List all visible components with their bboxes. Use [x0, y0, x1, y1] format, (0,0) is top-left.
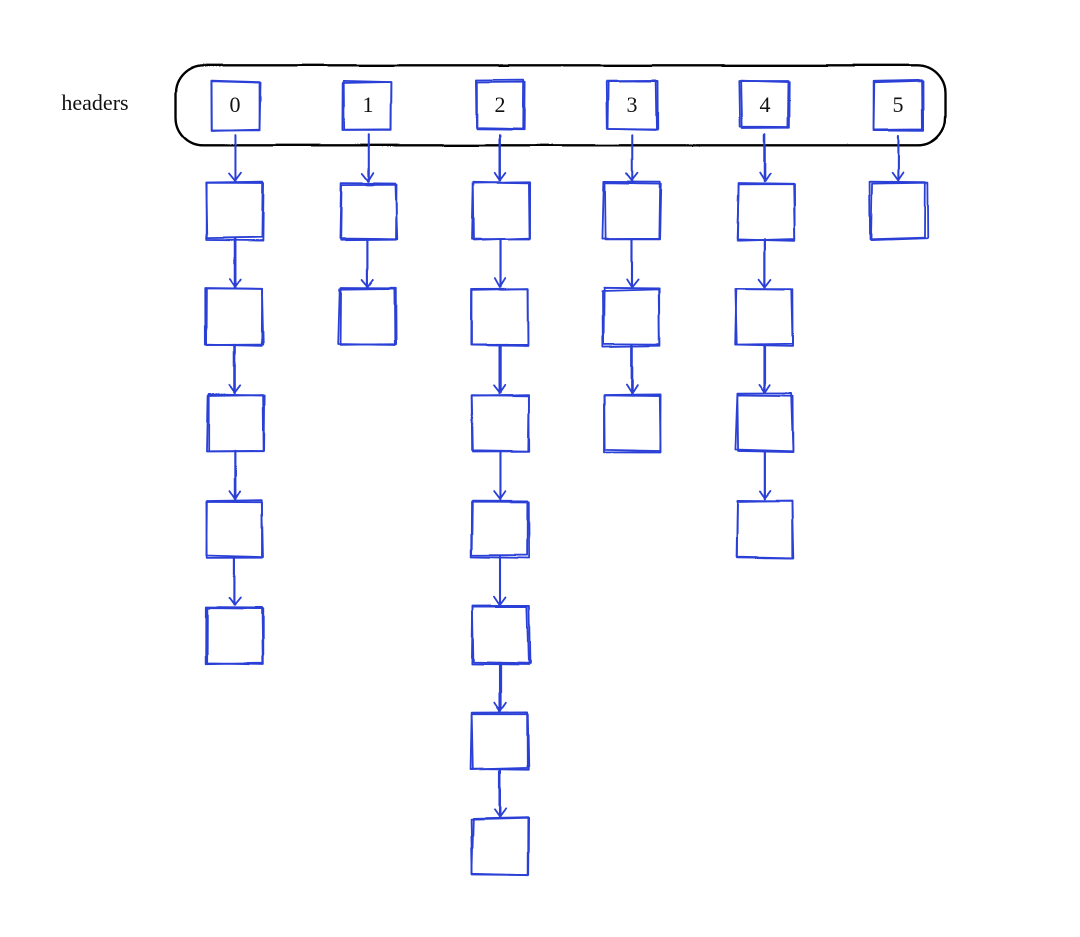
arrow [362, 239, 373, 288]
header-label-2: 2 [495, 92, 506, 117]
arrow [626, 135, 638, 182]
arrow [760, 451, 771, 500]
arrow [229, 557, 240, 605]
arrow [229, 135, 241, 182]
chain-box-4-2 [735, 393, 793, 452]
arrow [494, 557, 506, 606]
arrow [759, 239, 771, 287]
arrow [759, 345, 770, 394]
arrow [760, 135, 771, 182]
chain-box-5-0 [870, 182, 928, 240]
chain-box-3-1 [602, 288, 659, 347]
header-label-1: 1 [363, 92, 374, 117]
chain-box-1-0 [340, 183, 397, 240]
chain-box-4-3 [737, 501, 794, 558]
arrow [627, 239, 638, 288]
arrow [494, 451, 505, 500]
header-label-5: 5 [893, 92, 904, 117]
hash-table-diagram: headers 0 1 2 3 4 5 [0, 0, 1080, 937]
arrow [230, 239, 241, 287]
chain-box-1-1 [338, 288, 396, 345]
arrow [893, 135, 904, 181]
chain-box-4-0 [737, 183, 795, 241]
chain-box-2-5 [471, 712, 529, 769]
header-label-0: 0 [230, 92, 241, 117]
chain-box-0-2 [206, 394, 264, 451]
chain-box-3-2 [604, 394, 661, 452]
chain-box-0-0 [206, 182, 264, 241]
chain-box-2-2 [472, 395, 529, 452]
chain-box-2-0 [472, 182, 530, 240]
header-label-4: 4 [760, 92, 771, 117]
chain-box-0-1 [205, 288, 263, 346]
arrow [494, 769, 505, 817]
headers-container [175, 65, 945, 145]
arrow [494, 345, 505, 393]
chain-box-4-1 [735, 288, 792, 345]
arrow [495, 135, 506, 181]
chain-box-3-0 [602, 182, 661, 239]
arrow [362, 135, 373, 181]
chain-box-2-1 [471, 289, 528, 346]
chain-box-0-4 [206, 607, 264, 664]
header-label-3: 3 [627, 92, 638, 117]
chain-box-2-3 [471, 501, 529, 558]
chain-box-0-3 [207, 500, 263, 558]
arrow [626, 345, 637, 394]
chain-box-2-6 [471, 818, 529, 876]
arrow [495, 239, 506, 288]
arrow [229, 345, 240, 394]
chain-box-2-4 [472, 606, 530, 665]
arrow [229, 451, 240, 500]
arrow [494, 663, 506, 712]
headers-label: headers [61, 90, 128, 115]
